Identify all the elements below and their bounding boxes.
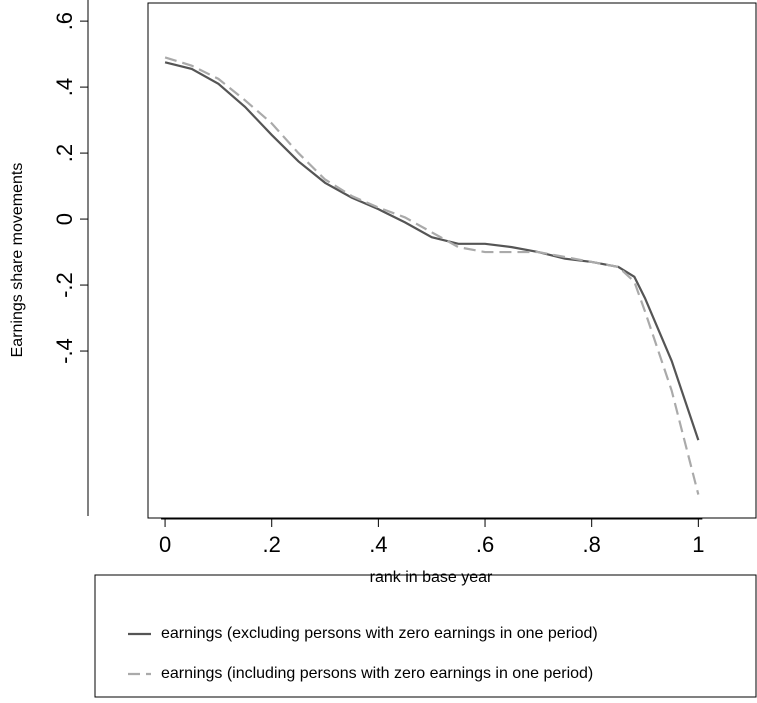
y-tick-label: .2 [52, 144, 77, 162]
y-tick-label: 0 [52, 213, 77, 225]
y-tick-label: -.2 [52, 272, 77, 298]
legend-box [94, 574, 757, 698]
legend-label: earnings (including persons with zero ea… [161, 665, 593, 682]
x-axis-label: rank in base year [370, 569, 493, 586]
line-series [164, 56, 700, 495]
plot-box [147, 2, 757, 519]
x-tick-label: 1 [692, 532, 704, 557]
x-tick-label: .6 [476, 532, 494, 557]
x-tick-label: .8 [583, 532, 601, 557]
y-axis-label: Earnings share movements [9, 163, 26, 358]
line-series [164, 61, 700, 441]
y-tick-label: -.4 [52, 338, 77, 364]
x-tick-label: .4 [369, 532, 387, 557]
y-tick-label: .4 [52, 78, 77, 96]
x-tick-label: 0 [159, 532, 171, 557]
legend-label: earnings (excluding persons with zero ea… [161, 625, 598, 642]
x-tick-label: .2 [263, 532, 281, 557]
y-tick-label: .6 [52, 12, 77, 30]
